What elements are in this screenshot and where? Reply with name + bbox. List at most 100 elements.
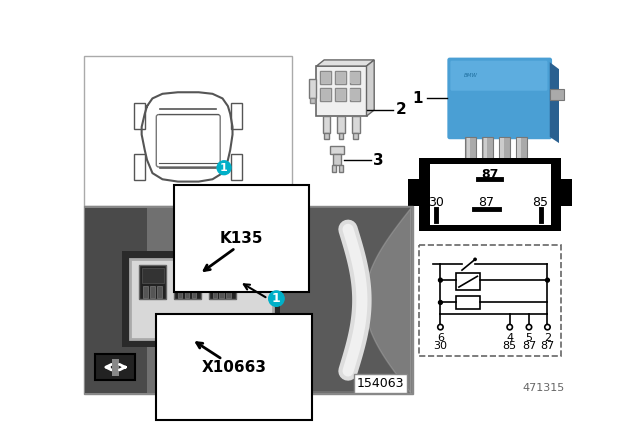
Bar	[130, 258, 273, 340]
Bar	[84, 206, 413, 394]
FancyBboxPatch shape	[156, 115, 220, 167]
Bar	[86, 208, 147, 392]
Circle shape	[438, 324, 443, 330]
Bar	[192, 285, 196, 298]
Text: 87: 87	[540, 341, 555, 351]
Bar	[500, 138, 504, 159]
Bar	[157, 285, 162, 298]
Bar	[143, 285, 148, 298]
Circle shape	[474, 258, 476, 260]
Bar	[323, 116, 330, 133]
Bar	[130, 258, 273, 340]
Bar	[320, 72, 331, 84]
Polygon shape	[367, 60, 374, 116]
Bar	[320, 88, 331, 101]
Bar	[134, 154, 145, 180]
Bar	[178, 285, 182, 298]
Text: K135: K135	[220, 231, 264, 246]
Text: 6: 6	[437, 333, 444, 343]
Bar	[134, 103, 145, 129]
Bar	[174, 265, 201, 299]
Bar	[122, 251, 280, 347]
Bar	[336, 89, 345, 100]
Bar	[227, 285, 231, 298]
Text: BMW: BMW	[463, 73, 477, 78]
Circle shape	[526, 324, 532, 330]
Text: 87: 87	[479, 196, 495, 209]
Bar	[185, 285, 189, 298]
Bar	[310, 99, 315, 103]
Bar	[150, 285, 155, 298]
Bar	[335, 72, 346, 84]
Bar	[212, 285, 217, 298]
Text: 2: 2	[544, 333, 551, 343]
Bar	[335, 88, 346, 101]
Bar	[337, 116, 345, 133]
Bar	[353, 133, 358, 139]
Bar	[212, 285, 217, 298]
Bar	[227, 285, 231, 298]
Text: 4: 4	[506, 333, 513, 343]
Bar	[456, 273, 481, 290]
Bar	[211, 268, 234, 283]
Bar	[499, 137, 509, 160]
Text: 87: 87	[522, 341, 536, 351]
Circle shape	[217, 161, 231, 175]
Bar	[209, 265, 236, 299]
Circle shape	[438, 301, 442, 304]
Text: 87: 87	[481, 168, 499, 181]
Bar	[561, 179, 572, 206]
Bar	[136, 329, 266, 332]
Bar	[136, 316, 266, 320]
Text: 5: 5	[525, 333, 532, 343]
Circle shape	[545, 324, 550, 330]
Bar	[517, 138, 520, 159]
Bar	[350, 72, 360, 83]
Bar	[84, 56, 292, 206]
Text: 1: 1	[272, 292, 281, 305]
Bar	[352, 116, 360, 133]
Text: 2: 2	[396, 103, 406, 117]
Bar	[176, 268, 198, 283]
Bar	[211, 268, 234, 283]
Text: 154063: 154063	[356, 377, 404, 390]
FancyBboxPatch shape	[451, 60, 547, 90]
Bar	[176, 268, 198, 283]
Bar	[178, 285, 182, 298]
Bar	[209, 265, 236, 299]
Circle shape	[545, 278, 549, 282]
Bar	[321, 72, 330, 83]
Bar	[220, 285, 224, 298]
Bar	[141, 268, 164, 283]
Bar	[467, 138, 470, 159]
Bar	[140, 265, 166, 299]
Text: 85: 85	[532, 196, 548, 209]
Text: 30: 30	[428, 196, 444, 209]
Bar	[419, 245, 561, 356]
Polygon shape	[316, 60, 374, 66]
Bar	[150, 285, 155, 298]
Bar	[408, 179, 419, 206]
Polygon shape	[161, 208, 410, 391]
Bar	[174, 265, 201, 299]
Circle shape	[269, 291, 284, 306]
Bar	[333, 154, 341, 165]
Bar	[465, 137, 476, 160]
Polygon shape	[550, 62, 559, 143]
Bar	[324, 133, 329, 139]
Bar	[419, 158, 561, 231]
Bar	[321, 89, 330, 100]
Circle shape	[507, 324, 513, 330]
Text: 3: 3	[373, 152, 384, 168]
Bar	[456, 296, 481, 309]
Bar	[484, 138, 486, 159]
Bar	[86, 208, 412, 392]
Bar	[113, 359, 118, 375]
Text: 85: 85	[502, 341, 516, 351]
Bar	[143, 285, 148, 298]
Bar	[185, 285, 189, 298]
Bar	[330, 146, 344, 154]
Bar	[482, 137, 493, 160]
Bar	[516, 137, 527, 160]
Bar	[192, 285, 196, 298]
